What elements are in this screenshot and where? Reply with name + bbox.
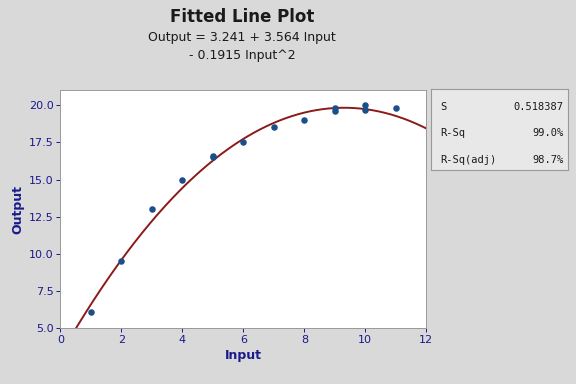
Point	[147, 206, 157, 212]
Text: R-Sq(adj): R-Sq(adj)	[441, 155, 497, 166]
Point	[86, 309, 96, 315]
Point	[117, 258, 126, 265]
Point	[209, 154, 218, 160]
Text: 98.7%: 98.7%	[533, 155, 564, 166]
Point	[209, 152, 218, 159]
Point	[361, 102, 370, 108]
Y-axis label: Output: Output	[12, 185, 25, 234]
Text: S: S	[441, 101, 447, 112]
Text: Output = 3.241 + 3.564 Input: Output = 3.241 + 3.564 Input	[148, 31, 336, 45]
Point	[330, 108, 339, 114]
X-axis label: Input: Input	[225, 349, 262, 362]
Text: 0.518387: 0.518387	[514, 101, 564, 112]
Text: R-Sq: R-Sq	[441, 128, 465, 139]
Point	[361, 106, 370, 113]
Text: 99.0%: 99.0%	[533, 128, 564, 139]
Point	[300, 117, 309, 123]
Text: - 0.1915 Input^2: - 0.1915 Input^2	[188, 49, 295, 62]
Point	[269, 124, 278, 131]
Text: Fitted Line Plot: Fitted Line Plot	[170, 8, 314, 26]
Point	[391, 105, 400, 111]
Point	[238, 139, 248, 146]
Point	[330, 105, 339, 111]
Point	[178, 177, 187, 183]
